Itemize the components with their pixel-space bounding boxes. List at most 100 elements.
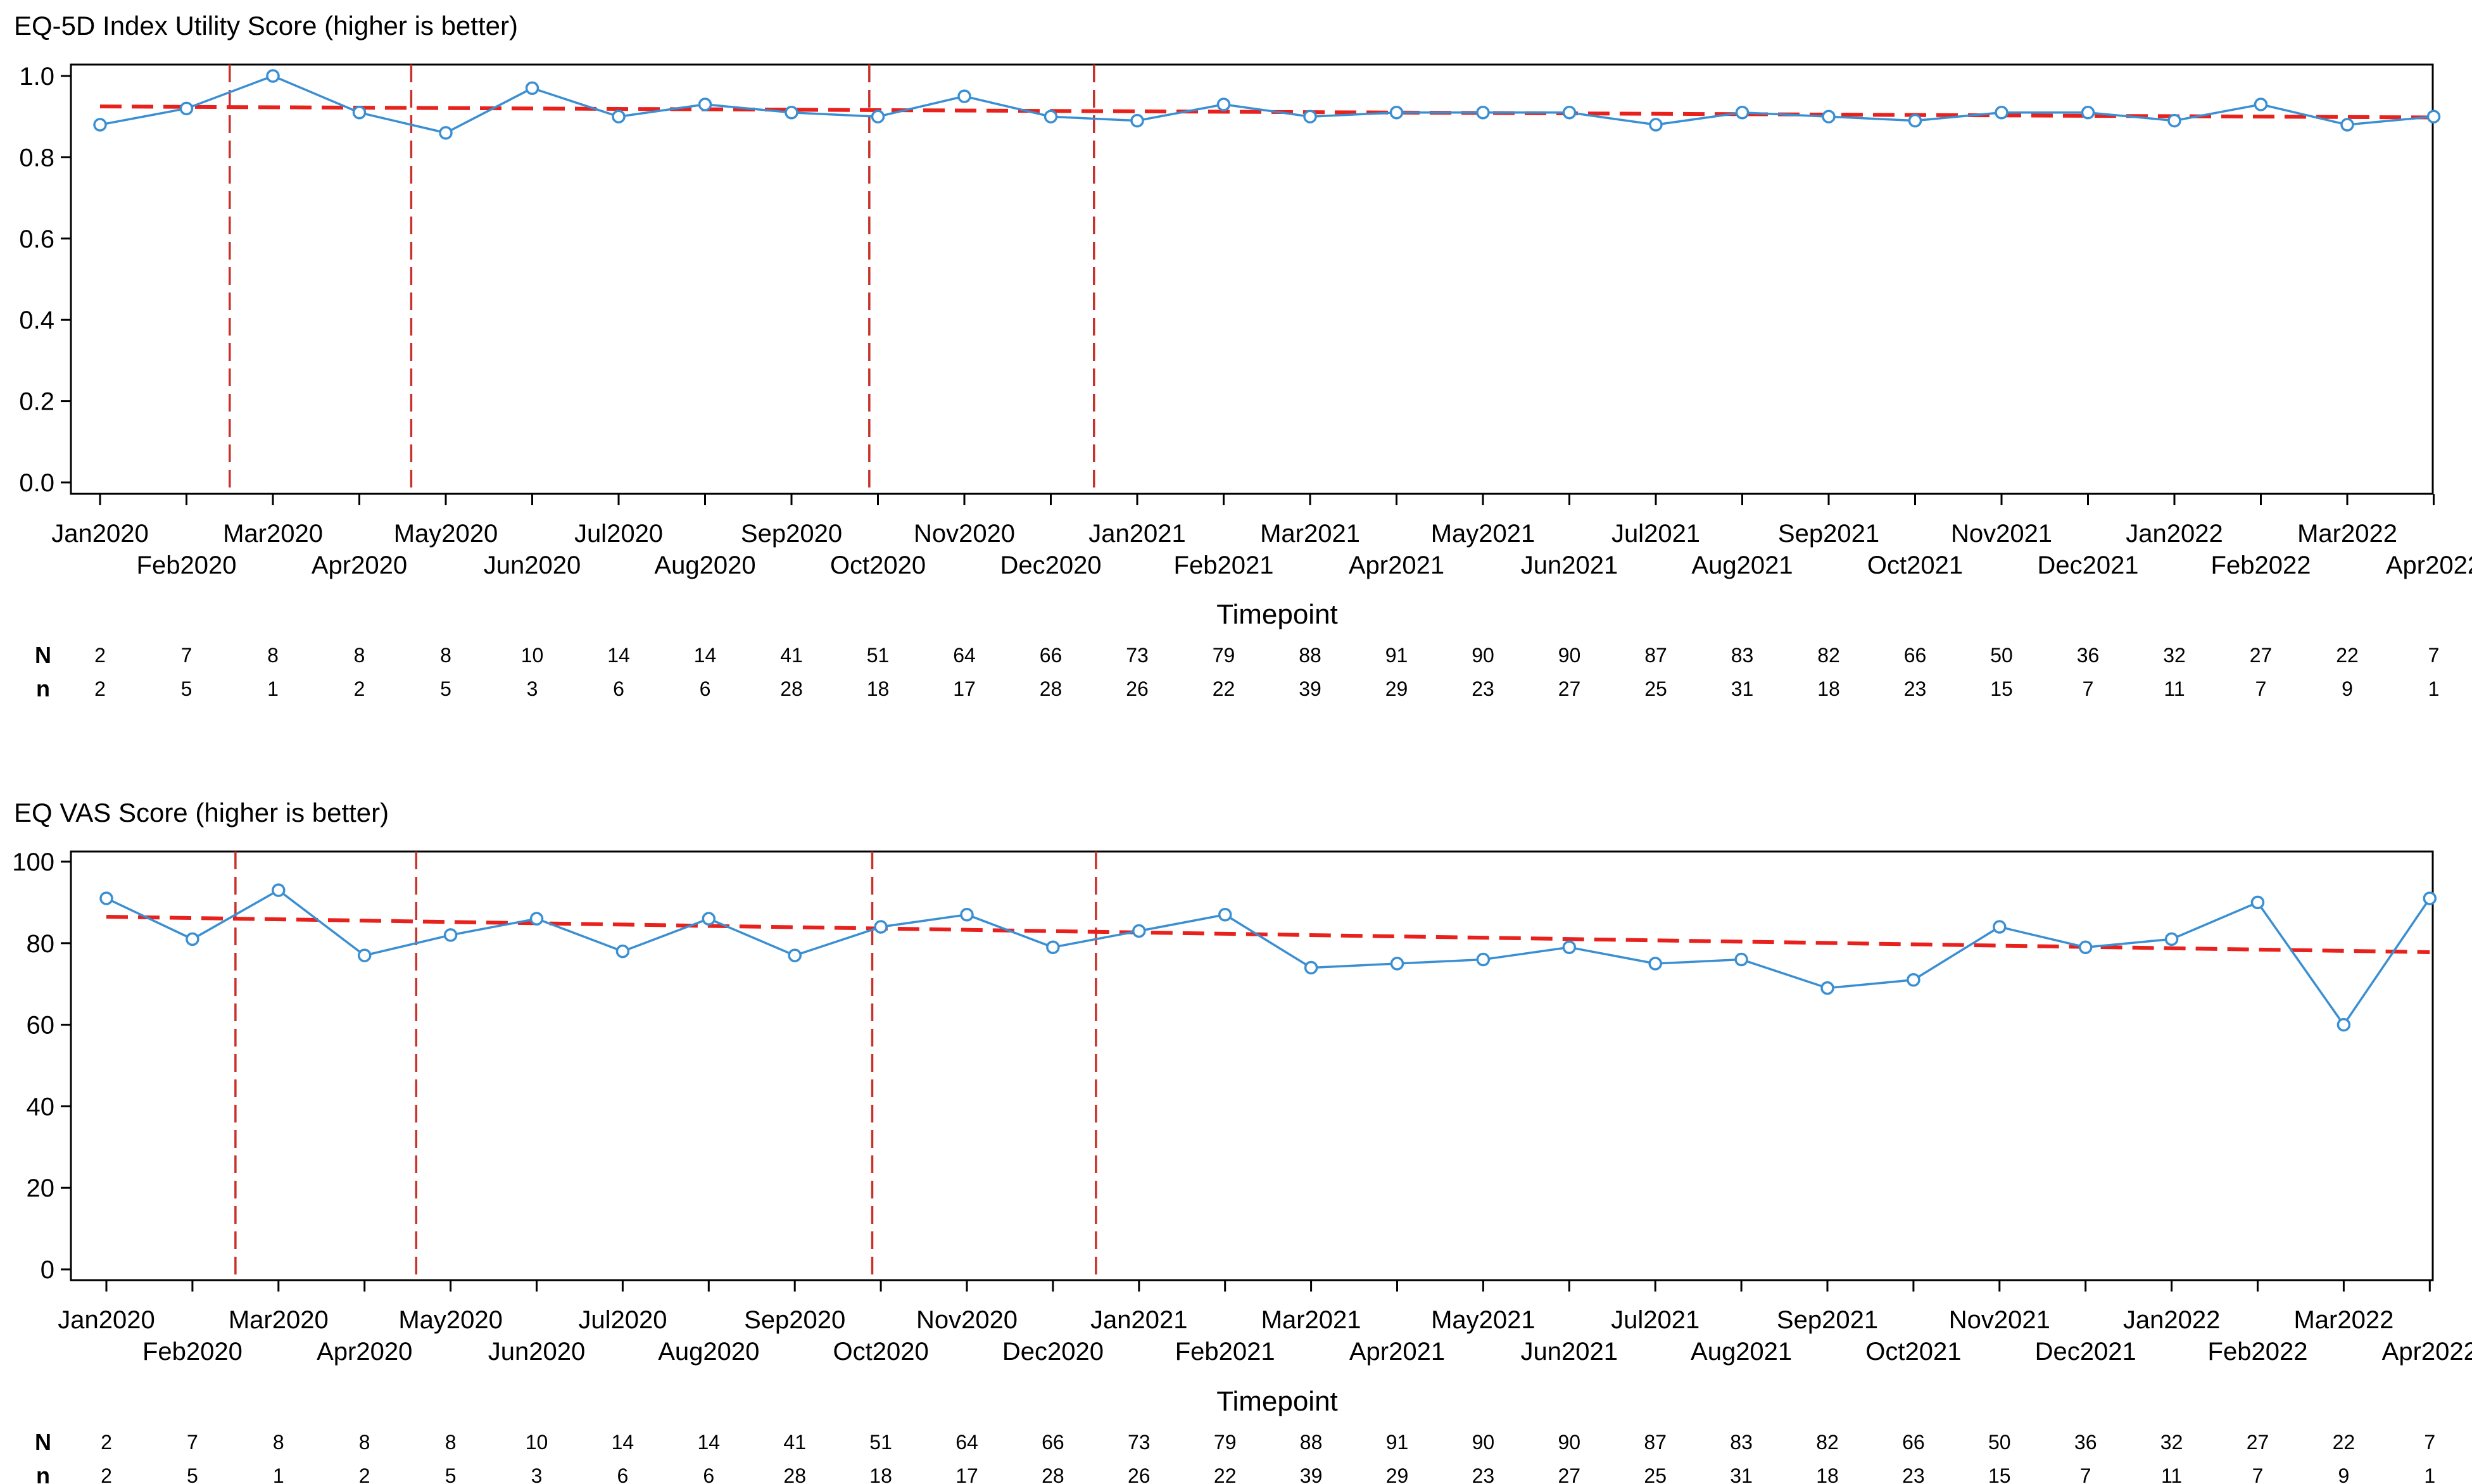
count-N: 10 xyxy=(526,1431,548,1454)
x-tick-label: Dec2020 xyxy=(1000,551,1101,579)
count-row-label-n: n xyxy=(36,1462,50,1484)
x-tick-label: Mar2022 xyxy=(2297,520,2397,548)
x-tick-label: Sep2021 xyxy=(1778,520,1879,548)
y-tick-label: 40 xyxy=(27,1093,55,1121)
y-tick-label: 0 xyxy=(41,1256,54,1284)
count-n: 39 xyxy=(1299,677,1321,700)
count-row-label-N: N xyxy=(35,1429,51,1455)
count-n: 1 xyxy=(2428,677,2440,700)
count-N: 91 xyxy=(1385,644,1408,667)
data-point xyxy=(785,106,798,120)
count-n: 1 xyxy=(273,1464,284,1484)
data-point xyxy=(1218,907,1232,922)
count-N: 90 xyxy=(1472,1431,1495,1454)
data-point xyxy=(266,69,280,83)
x-tick-label: Mar2021 xyxy=(1260,520,1360,548)
y-tick-label: 0.6 xyxy=(19,225,54,253)
count-n: 29 xyxy=(1386,1464,1409,1484)
x-tick-label: Oct2021 xyxy=(1865,1338,1961,1366)
x-tick-label: Mar2021 xyxy=(1261,1306,1361,1334)
count-n: 15 xyxy=(1988,1464,2011,1484)
x-tick-label: Nov2021 xyxy=(1951,520,2052,548)
data-point xyxy=(1908,113,1922,128)
count-n: 28 xyxy=(783,1464,806,1484)
count-N: 8 xyxy=(359,1431,370,1454)
count-n: 6 xyxy=(617,1464,629,1484)
x-tick-label: Dec2021 xyxy=(2037,551,2138,579)
count-N: 88 xyxy=(1299,644,1321,667)
count-N: 66 xyxy=(1040,644,1063,667)
count-n: 9 xyxy=(2338,1464,2350,1484)
data-point xyxy=(1822,110,1836,123)
y-tick-label: 100 xyxy=(12,848,54,876)
count-N: 7 xyxy=(181,644,192,667)
data-point xyxy=(1476,106,1490,120)
count-N: 2 xyxy=(101,1431,112,1454)
x-tick-label: Apr2021 xyxy=(1349,1338,1445,1366)
x-tick-label: Feb2022 xyxy=(2211,551,2311,579)
count-N: 14 xyxy=(612,1431,634,1454)
count-N: 82 xyxy=(1817,644,1840,667)
data-point xyxy=(2078,940,2093,954)
count-N: 36 xyxy=(2077,644,2100,667)
count-n: 18 xyxy=(1817,677,1840,700)
count-n: 3 xyxy=(527,677,538,700)
count-N: 79 xyxy=(1213,644,1235,667)
count-n: 7 xyxy=(2252,1464,2264,1484)
count-n: 17 xyxy=(953,677,976,700)
count-n: 22 xyxy=(1214,1464,1237,1484)
count-n: 1 xyxy=(267,677,279,700)
data-point xyxy=(2254,97,2268,111)
data-point xyxy=(1734,952,1748,967)
chart-title: EQ-5D Index Utility Score (higher is bet… xyxy=(14,11,518,41)
x-tick-label: Oct2021 xyxy=(1867,551,1963,579)
count-n: 23 xyxy=(1472,677,1494,700)
x-tick-label: Sep2020 xyxy=(741,520,842,548)
count-n: 25 xyxy=(1644,1464,1667,1484)
count-n: 39 xyxy=(1300,1464,1323,1484)
x-tick-label: Mar2020 xyxy=(229,1306,329,1334)
x-tick-label: Jan2021 xyxy=(1090,1306,1187,1334)
data-point xyxy=(702,912,716,926)
data-point xyxy=(1562,940,1577,954)
y-tick-label: 20 xyxy=(27,1174,55,1202)
data-point xyxy=(2167,113,2181,128)
series-line xyxy=(106,888,2431,1027)
count-N: 14 xyxy=(607,644,630,667)
data-point xyxy=(1648,957,1662,971)
count-N: 51 xyxy=(867,644,890,667)
data-point xyxy=(1820,981,1834,995)
count-N: 8 xyxy=(267,644,279,667)
data-point xyxy=(272,883,286,897)
data-point xyxy=(1130,113,1144,128)
count-N: 64 xyxy=(953,644,976,667)
data-point xyxy=(2423,891,2437,905)
x-tick-label: Jan2021 xyxy=(1088,520,1185,548)
trend-line xyxy=(106,914,2430,954)
data-point xyxy=(357,948,372,962)
count-N: 73 xyxy=(1126,644,1149,667)
count-N: 90 xyxy=(1558,644,1581,667)
data-point xyxy=(1562,106,1577,120)
count-n: 31 xyxy=(1730,1464,1753,1484)
count-N: 7 xyxy=(2428,644,2440,667)
count-n: 27 xyxy=(1558,1464,1581,1484)
y-tick-label: 0.2 xyxy=(19,388,54,416)
count-n: 3 xyxy=(531,1464,543,1484)
count-N: 90 xyxy=(1558,1431,1581,1454)
x-tick-label: May2020 xyxy=(394,520,498,548)
x-tick-label: May2020 xyxy=(398,1306,503,1334)
data-point xyxy=(615,944,630,959)
count-N: 32 xyxy=(2163,644,2186,667)
count-N: 66 xyxy=(1904,644,1927,667)
count-row-label-N: N xyxy=(35,642,51,668)
count-N: 8 xyxy=(354,644,365,667)
data-point xyxy=(525,81,539,96)
count-N: 22 xyxy=(2336,644,2359,667)
data-point xyxy=(698,97,712,111)
count-n: 17 xyxy=(955,1464,978,1484)
x-tick-label: Jul2021 xyxy=(1611,1306,1700,1334)
y-tick-label: 60 xyxy=(27,1012,55,1040)
count-N: 83 xyxy=(1731,644,1754,667)
